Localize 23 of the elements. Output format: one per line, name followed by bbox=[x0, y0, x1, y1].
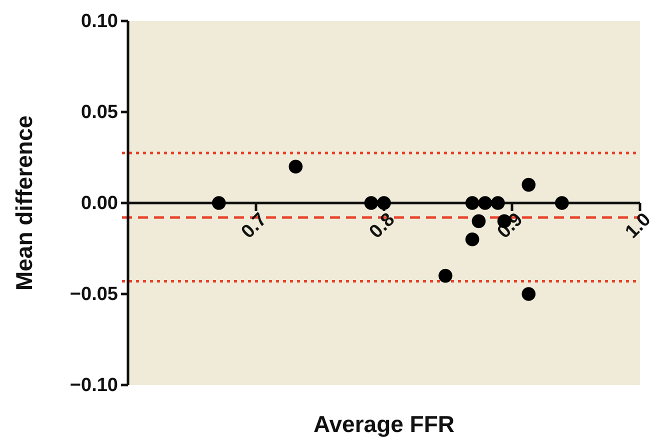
point bbox=[555, 196, 569, 210]
point bbox=[491, 196, 505, 210]
y-tick-label: 0.05 bbox=[81, 102, 118, 124]
point bbox=[364, 196, 378, 210]
x-tick-label: 0.8 bbox=[366, 209, 400, 243]
point bbox=[465, 232, 480, 246]
point bbox=[478, 196, 492, 210]
point bbox=[465, 196, 480, 210]
y-tick-label: 0.00 bbox=[81, 193, 118, 214]
y-axis-title: Mean difference bbox=[11, 115, 37, 291]
x-tick-label: 0.7 bbox=[238, 209, 272, 243]
point bbox=[438, 268, 452, 283]
point bbox=[522, 178, 536, 192]
y-tick-label: −0.05 bbox=[70, 284, 118, 306]
point bbox=[212, 196, 226, 210]
y-tick-label: −0.10 bbox=[70, 375, 118, 396]
x-tick-label: 1.0 bbox=[622, 209, 656, 243]
point bbox=[472, 214, 486, 228]
x-axis-title: Average FFR bbox=[313, 411, 455, 437]
point bbox=[288, 160, 303, 174]
point bbox=[522, 287, 536, 301]
point bbox=[377, 196, 391, 210]
y-tick-label: 0.10 bbox=[81, 11, 118, 32]
